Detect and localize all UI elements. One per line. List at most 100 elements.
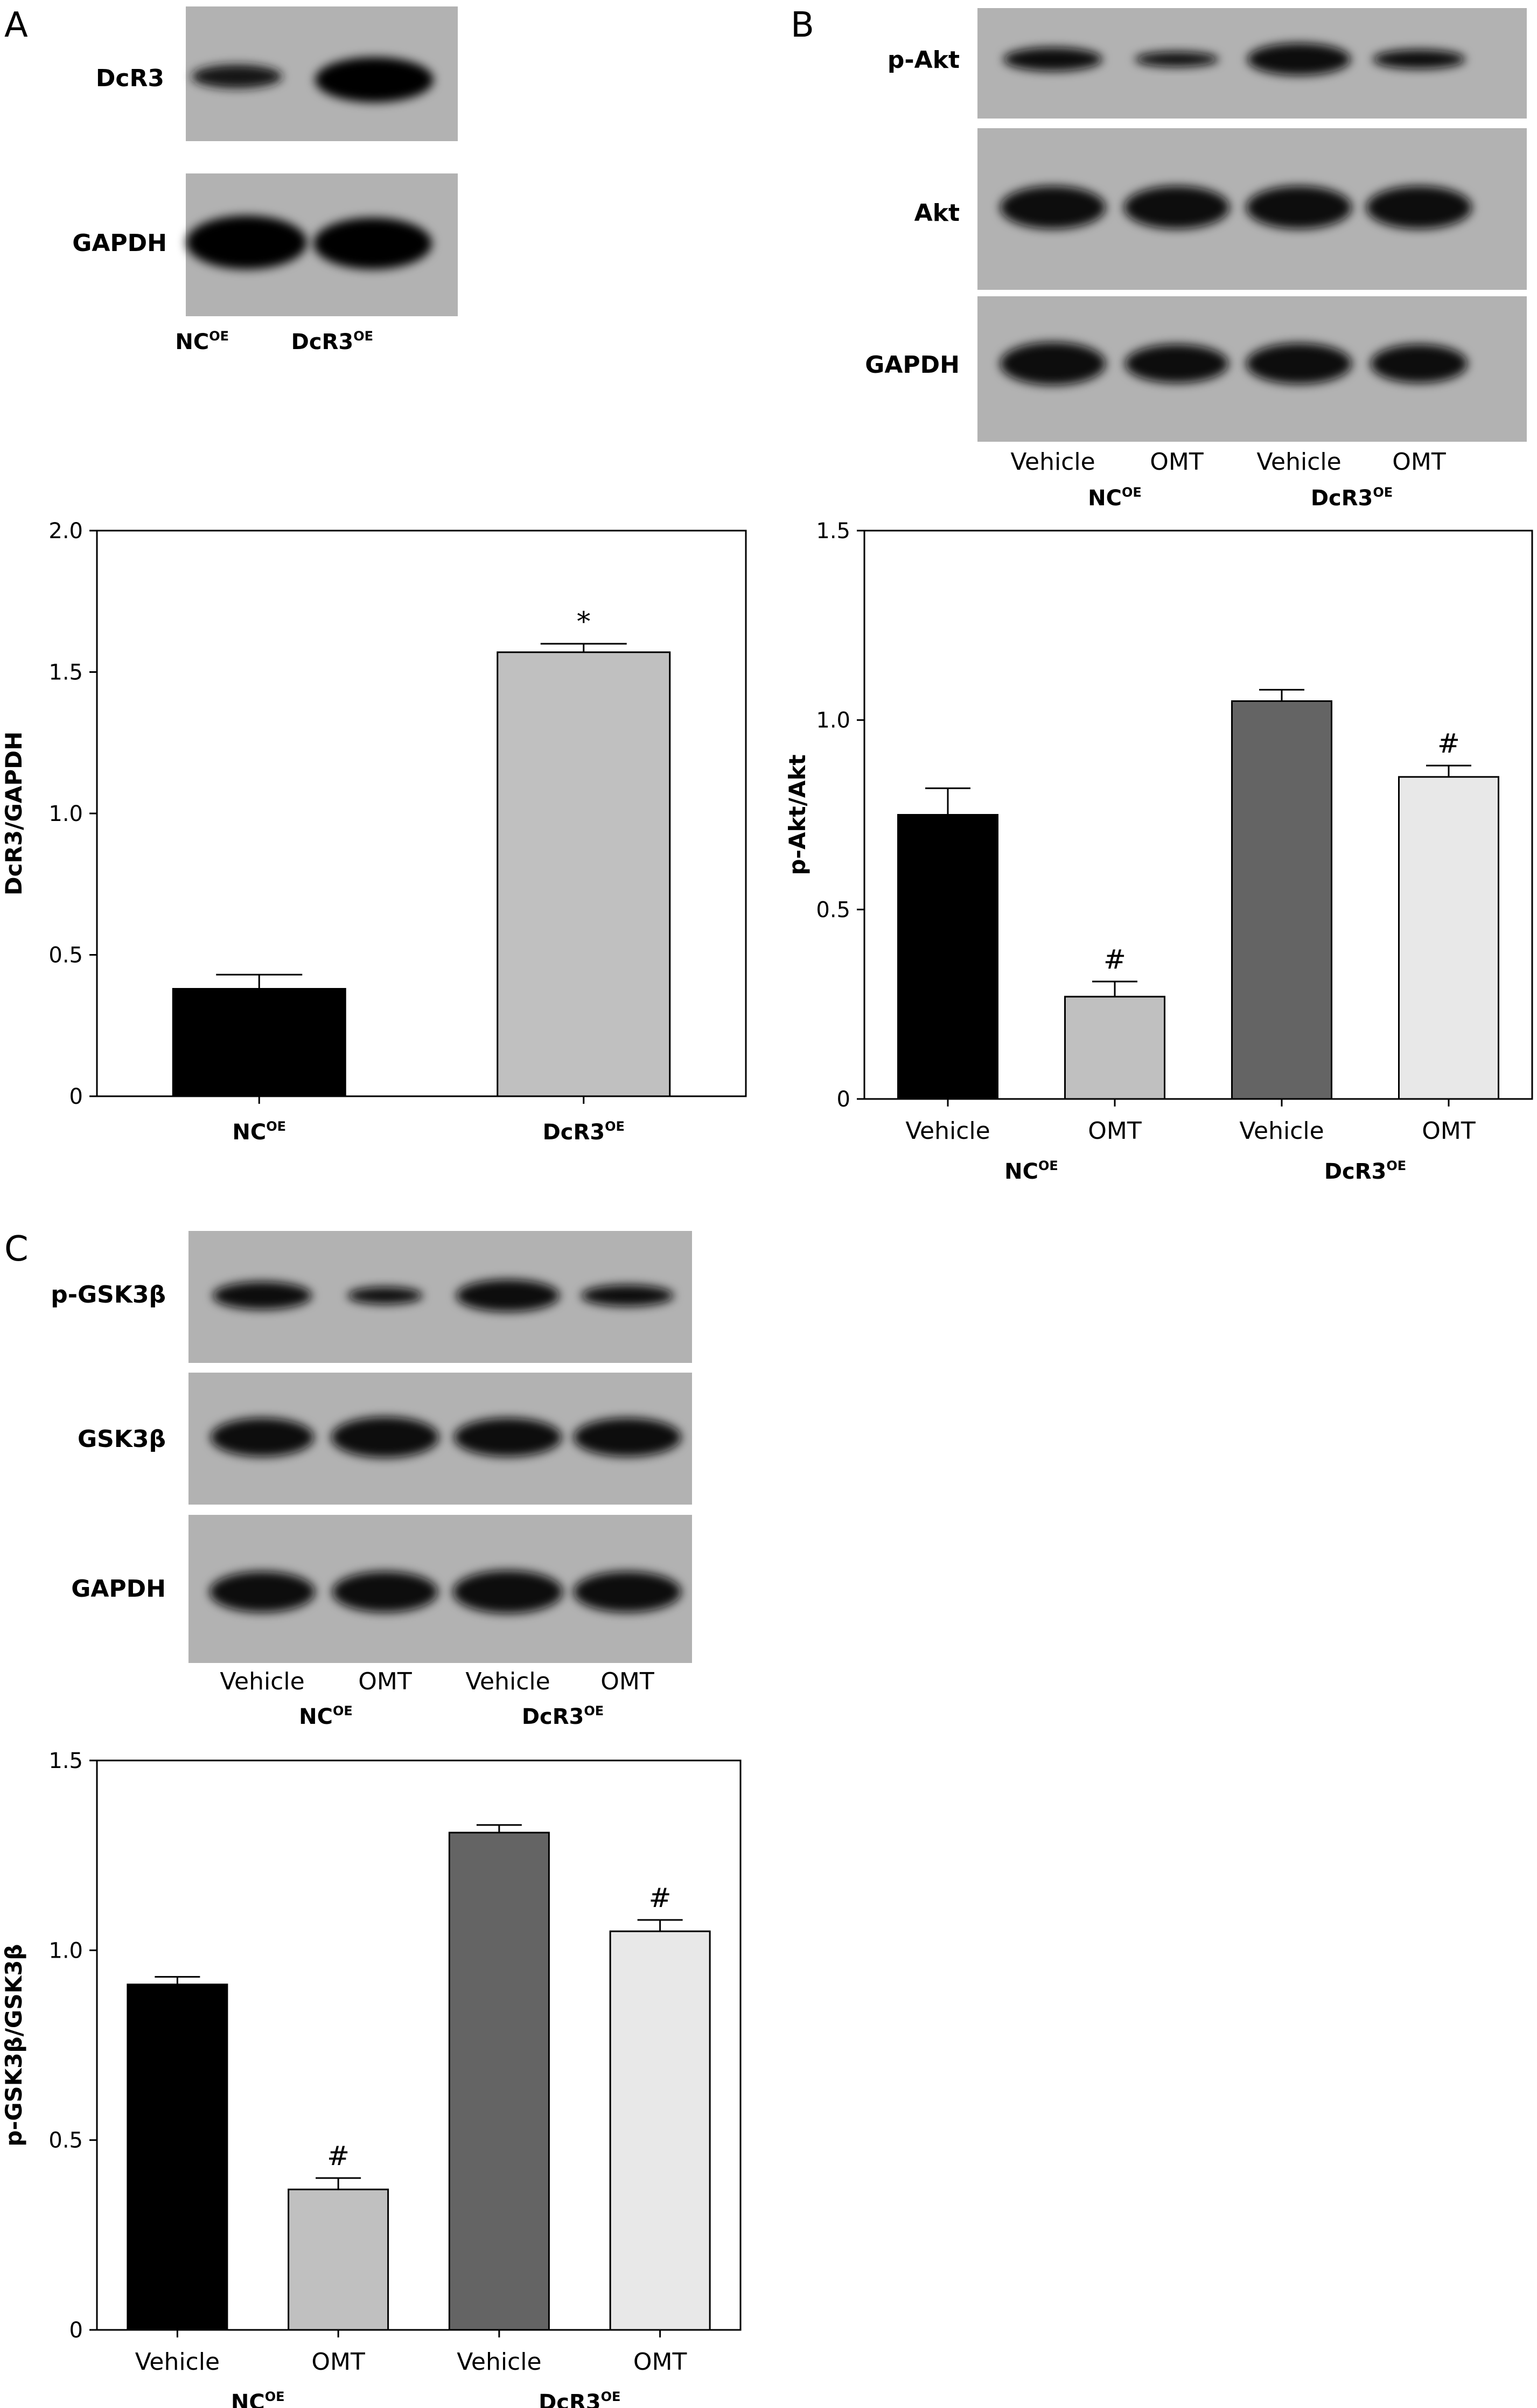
blot-band xyxy=(331,1417,439,1458)
y-tick-label: 0.5 xyxy=(816,897,850,922)
x-group-label-sup: OE xyxy=(1038,1158,1058,1173)
y-axis-label: p-GSK3β/GSK3β xyxy=(1,1944,27,2147)
bar xyxy=(609,1930,711,2331)
blot-lane-label: Vehicle xyxy=(465,1668,550,1695)
y-tick-label: 0 xyxy=(69,1084,83,1109)
x-group-label-base: DcR3 xyxy=(1324,1159,1387,1184)
bar xyxy=(497,651,671,1097)
bar xyxy=(897,814,998,1100)
blot-row-label: GAPDH xyxy=(72,229,167,257)
blot-lane-label: OMT xyxy=(600,1668,654,1695)
x-tick-label: Vehicle xyxy=(457,2348,541,2376)
y-tick-label: 1.0 xyxy=(48,1938,83,1963)
blot-band xyxy=(574,1418,681,1457)
blot-lane-label: NCOE xyxy=(175,329,229,354)
x-tick-label: NCOE xyxy=(232,1119,286,1145)
blot-band xyxy=(315,57,434,102)
x-group-label: DcR3OE xyxy=(1324,1158,1406,1184)
x-group-label: NCOE xyxy=(1004,1158,1058,1184)
x-tick-label: OMT xyxy=(311,2348,365,2376)
western-blot-a: DcR3 GAPDH NCOE DcR3OE xyxy=(72,6,458,354)
blot-row-label: GAPDH xyxy=(865,351,960,379)
blot-band xyxy=(1246,343,1352,384)
blot-row-label: p-GSK3β xyxy=(51,1281,166,1309)
blot-band xyxy=(1003,47,1102,71)
x-tick-label-base: DcR3 xyxy=(543,1120,605,1145)
bar xyxy=(127,1984,228,2331)
bar-chart-b: 0 0.5 1.0 1.5 p-Akt/Akt Vehicle # OMT Vehicle # OM… xyxy=(784,519,1533,1184)
x-group-label-base: DcR3 xyxy=(539,2390,601,2408)
blot-group-label: DcR3OE xyxy=(1311,485,1393,511)
significance-marker: # xyxy=(327,2140,350,2172)
x-tick-label: DcR3OE xyxy=(543,1119,625,1145)
x-group-label-sup: OE xyxy=(601,2389,621,2404)
bar xyxy=(172,988,346,1097)
bar-chart-c: 0 0.5 1.0 1.5 p-GSK3β/GSK3β Vehicle # OMT Vehicl… xyxy=(1,1749,742,2408)
blot-row-label: Akt xyxy=(914,199,960,227)
y-tick-label: 1.0 xyxy=(816,708,850,733)
blot-lane-label: Vehicle xyxy=(220,1668,304,1695)
blot-band xyxy=(574,1571,681,1612)
significance-marker: # xyxy=(1103,944,1126,975)
blot-row-label: DcR3 xyxy=(96,65,164,92)
y-tick-label: 1.5 xyxy=(48,1749,83,1773)
y-axis-label: p-Akt/Akt xyxy=(784,755,811,875)
blot-band xyxy=(1000,186,1106,229)
western-blot-b: p-Akt Akt GAPDH Vehicle OMT Vehicle OMT … xyxy=(865,8,1527,511)
blot-band xyxy=(453,1570,563,1613)
blot-row-label: p-Akt xyxy=(888,46,960,74)
y-tick-label: 1.0 xyxy=(48,802,83,826)
blot-row-label: GSK3β xyxy=(78,1425,166,1453)
x-tick-label: OMT xyxy=(633,2348,687,2376)
blot-band xyxy=(186,215,307,269)
bar xyxy=(1398,776,1499,1100)
blot-band xyxy=(1371,344,1468,383)
blot-band xyxy=(347,1287,423,1304)
blot-band xyxy=(581,1285,674,1306)
blot-band xyxy=(192,65,282,88)
x-tick-label: OMT xyxy=(1422,1117,1476,1145)
x-group-label-sup: OE xyxy=(265,2389,285,2404)
bar xyxy=(288,2188,389,2331)
x-tick-label: Vehicle xyxy=(1239,1117,1324,1145)
x-group-label-base: NC xyxy=(231,2390,265,2408)
blot-band xyxy=(211,1418,314,1457)
blot-group-label: DcR3OE xyxy=(522,1703,604,1729)
blot-band xyxy=(209,1571,315,1612)
blot-lane-label: OMT xyxy=(1392,448,1446,476)
x-tick-label-sup: OE xyxy=(605,1119,625,1134)
blot-band xyxy=(332,1571,438,1612)
blot-band xyxy=(1246,186,1352,229)
x-group-label-base: NC xyxy=(1004,1159,1038,1184)
y-tick-label: 0.5 xyxy=(48,2128,83,2153)
x-group-label-sup: OE xyxy=(1386,1158,1406,1173)
x-tick-label: OMT xyxy=(1088,1117,1142,1145)
x-tick-label-sup: OE xyxy=(266,1119,286,1134)
blot-band xyxy=(1125,344,1228,383)
significance-marker: # xyxy=(1437,728,1460,759)
y-tick-label: 2.0 xyxy=(48,519,83,544)
blot-band xyxy=(1247,43,1351,75)
blot-band xyxy=(1135,52,1219,67)
panel-label-b: B xyxy=(791,5,814,45)
blot-lane-label: OMT xyxy=(358,1668,412,1695)
western-blot-c: p-GSK3β GSK3β GAPDH Vehicle OMT Vehicle … xyxy=(51,1231,692,1729)
bar xyxy=(1064,996,1165,1100)
x-group-label: NCOE xyxy=(231,2389,285,2408)
y-tick-label: 1.5 xyxy=(48,660,83,685)
significance-marker: # xyxy=(649,1882,672,1913)
x-tick-label: Vehicle xyxy=(135,2348,220,2376)
blot-lane-label: DcR3OE xyxy=(291,329,373,354)
blot-group-label: NCOE xyxy=(299,1703,353,1729)
blot-band xyxy=(213,1282,312,1310)
bar xyxy=(1231,700,1332,1100)
y-axis-label: DcR3/GAPDH xyxy=(1,732,27,895)
panel-label-a: A xyxy=(4,5,28,45)
y-tick-label: 0 xyxy=(837,1087,850,1112)
y-tick-label: 0.5 xyxy=(48,943,83,968)
blot-lane-label: Vehicle xyxy=(1010,448,1095,476)
x-group-label: DcR3OE xyxy=(539,2389,620,2408)
plot-frame xyxy=(863,530,1533,1100)
